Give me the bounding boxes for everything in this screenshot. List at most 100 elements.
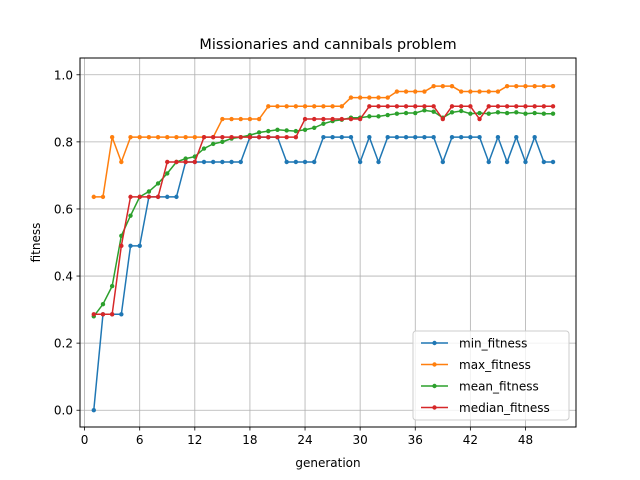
- data-point: [514, 104, 519, 109]
- data-point: [376, 104, 381, 109]
- data-point: [192, 134, 198, 140]
- data-point: [266, 128, 271, 134]
- data-point: [247, 116, 253, 122]
- data-point: [174, 194, 179, 200]
- legend-label: median_fitness: [459, 401, 550, 415]
- data-point: [367, 95, 372, 100]
- data-point: [312, 159, 317, 165]
- data-point: [137, 243, 142, 249]
- data-point: [357, 95, 363, 100]
- data-point: [541, 111, 547, 116]
- data-point: [312, 104, 317, 109]
- data-point: [514, 134, 519, 140]
- data-point: [523, 159, 528, 165]
- data-point: [458, 108, 464, 114]
- data-point: [495, 104, 501, 109]
- data-point: [550, 111, 556, 116]
- data-point: [220, 159, 225, 165]
- data-point: [146, 194, 152, 200]
- data-point: [339, 104, 344, 109]
- data-point: [477, 116, 482, 122]
- data-point: [532, 134, 537, 140]
- data-point: [367, 134, 372, 140]
- data-point: [550, 159, 556, 165]
- data-point: [220, 116, 225, 122]
- data-point: [165, 134, 170, 140]
- data-point: [128, 213, 133, 218]
- data-point: [413, 89, 418, 94]
- data-point: [504, 104, 510, 109]
- x-tick-label: 24: [297, 433, 312, 447]
- data-point: [486, 111, 491, 116]
- data-point: [302, 127, 308, 132]
- legend-label: mean_fitness: [459, 380, 539, 394]
- data-point: [321, 121, 326, 126]
- series-lines: [91, 83, 556, 413]
- data-point: [119, 159, 124, 165]
- data-point: [403, 89, 409, 94]
- data-point: [422, 108, 427, 113]
- data-point: [284, 104, 289, 109]
- data-point: [413, 134, 418, 140]
- data-point: [165, 159, 170, 165]
- legend-marker: [432, 340, 437, 346]
- data-point: [477, 89, 482, 94]
- data-point: [385, 134, 390, 140]
- data-point: [504, 110, 510, 116]
- data-point: [449, 110, 455, 115]
- data-point: [348, 134, 354, 140]
- y-tick-label: 0.0: [54, 404, 73, 418]
- data-point: [440, 83, 446, 89]
- series-max-fitness: [91, 83, 556, 200]
- data-point: [357, 116, 363, 122]
- data-point: [413, 110, 418, 116]
- legend-entry: min_fitness: [421, 337, 527, 351]
- data-point: [477, 134, 482, 140]
- data-point: [165, 171, 170, 176]
- data-point: [91, 194, 96, 200]
- data-point: [137, 134, 142, 140]
- data-point: [155, 134, 161, 140]
- data-point: [422, 134, 427, 140]
- data-point: [201, 146, 207, 151]
- data-point: [431, 109, 436, 114]
- data-point: [422, 89, 427, 94]
- data-point: [449, 104, 455, 109]
- data-point: [284, 134, 289, 140]
- legend-label: min_fitness: [459, 337, 527, 351]
- data-point: [385, 112, 390, 118]
- data-point: [376, 95, 381, 100]
- data-point: [174, 159, 179, 165]
- series-median-fitness: [91, 104, 556, 317]
- data-point: [486, 89, 491, 94]
- data-point: [137, 194, 142, 200]
- data-point: [284, 128, 289, 133]
- data-point: [201, 159, 207, 165]
- data-point: [394, 104, 400, 109]
- data-point: [495, 89, 501, 94]
- legend-box: [412, 330, 570, 421]
- data-point: [468, 89, 473, 94]
- data-point: [486, 104, 491, 109]
- data-point: [183, 156, 188, 161]
- y-tick-label: 0.8: [54, 135, 73, 149]
- data-point: [367, 104, 372, 109]
- x-tick-label: 30: [353, 433, 368, 447]
- data-point: [247, 134, 253, 140]
- legend-entry: max_fitness: [421, 358, 531, 372]
- data-point: [403, 134, 409, 140]
- data-point: [321, 104, 326, 109]
- data-point: [514, 83, 519, 89]
- data-point: [201, 134, 207, 140]
- data-point: [210, 159, 216, 165]
- data-point: [468, 111, 473, 116]
- data-point: [321, 134, 326, 140]
- x-tick-label: 6: [136, 433, 144, 447]
- data-point: [339, 134, 344, 140]
- data-point: [330, 104, 335, 109]
- data-point: [275, 127, 280, 132]
- data-point: [100, 312, 106, 317]
- data-point: [422, 104, 427, 109]
- data-point: [128, 243, 133, 249]
- legend-marker: [432, 362, 437, 367]
